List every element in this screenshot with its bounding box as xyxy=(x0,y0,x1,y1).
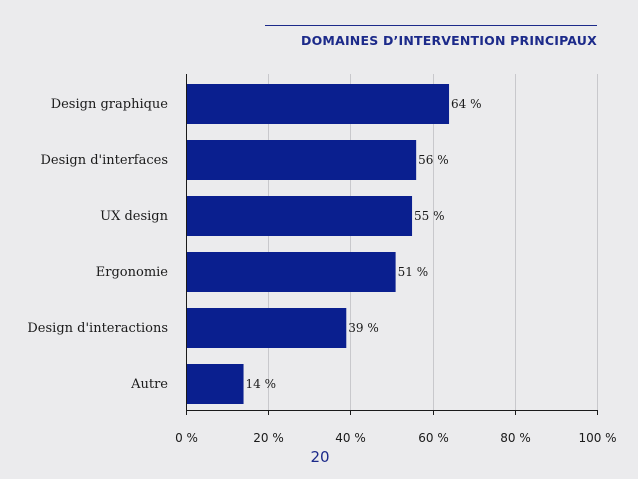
x-tick-label: 100 % xyxy=(578,431,616,445)
data-label: 55 % xyxy=(414,209,445,223)
gridlines xyxy=(268,74,598,410)
data-label: 14 % xyxy=(246,377,276,391)
bar xyxy=(186,140,417,180)
bar xyxy=(186,84,450,124)
data-label: 64 % xyxy=(451,97,482,111)
title-rule xyxy=(265,25,597,26)
category-label: Design graphique xyxy=(51,97,169,112)
bar xyxy=(186,252,396,292)
page-number: 20 xyxy=(310,448,330,466)
bar xyxy=(186,364,244,404)
bar xyxy=(186,308,347,348)
bars xyxy=(186,84,450,404)
data-label: 39 % xyxy=(348,321,379,335)
chart-title: DOMAINES D’INTERVENTION PRINCIPAUX xyxy=(301,33,597,48)
x-tick-label: 80 % xyxy=(500,431,531,445)
data-label: 56 % xyxy=(418,153,449,167)
bar xyxy=(186,196,413,236)
category-label: UX design xyxy=(100,209,169,224)
x-tick-label: 20 % xyxy=(253,431,284,445)
x-tick-label: 60 % xyxy=(418,431,449,445)
labels: 0 % 20 % 40 % 60 % 80 % 100 % Design graphique… xyxy=(27,97,616,445)
axes xyxy=(186,74,598,415)
category-label: Design d'interfaces xyxy=(40,153,168,168)
x-tick-label: 0 % xyxy=(175,431,198,445)
x-tick-label: 40 % xyxy=(335,431,366,445)
category-label: Design d'interactions xyxy=(27,321,168,336)
category-label: Ergonomie xyxy=(96,265,169,280)
category-label: Autre xyxy=(130,377,168,392)
data-label: 51 % xyxy=(398,265,429,279)
